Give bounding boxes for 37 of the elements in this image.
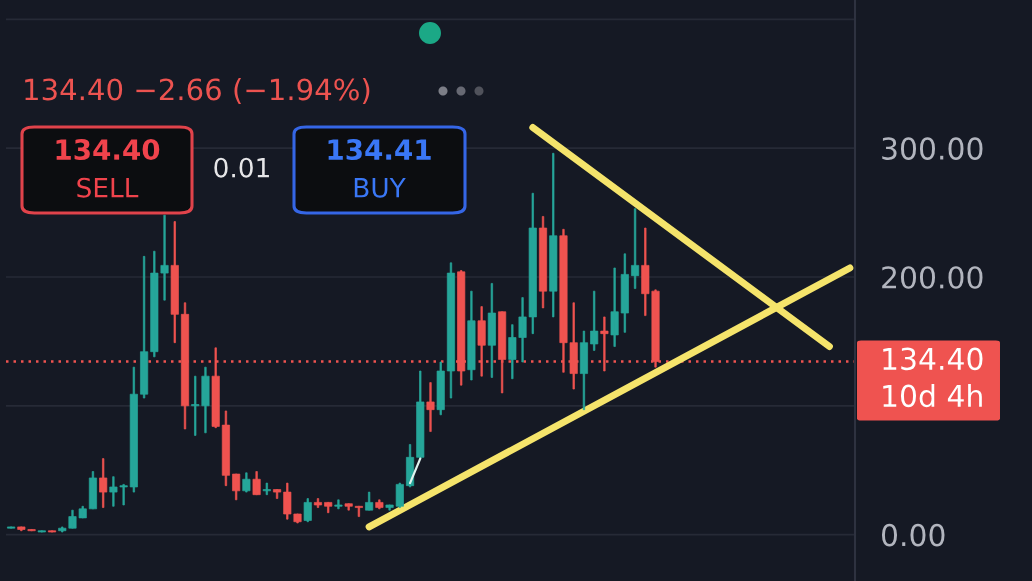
candlestick: [303, 498, 312, 523]
y-tick-label: 300.00: [882, 137, 983, 160]
candlestick: [354, 505, 363, 517]
annotation: 134.41: [328, 139, 431, 161]
y-tick-label: 200.00: [882, 266, 983, 289]
candlestick: [99, 458, 108, 508]
candlestick: [252, 471, 261, 496]
candlestick: [549, 152, 558, 318]
text: 10d 4h: [883, 384, 982, 408]
candlestick: [313, 498, 323, 508]
candlestick: [324, 502, 333, 514]
annotation: 0.01: [214, 157, 269, 178]
ref-line-label: 134.40: [883, 347, 983, 371]
candlestick: [242, 472, 251, 493]
candlestick: [37, 530, 46, 533]
annotation: SELL: [77, 177, 139, 198]
annotation: BUY: [354, 178, 406, 198]
candlestick: [436, 361, 445, 416]
candlestick: [344, 503, 353, 511]
candlestick: [170, 221, 179, 344]
candlestick: [590, 290, 599, 351]
candlestick: [610, 267, 619, 347]
candlestick: [48, 530, 57, 533]
candlestick: [375, 499, 384, 510]
candlestick: [273, 489, 282, 499]
candlestick: [262, 482, 271, 496]
candlestick: [365, 491, 374, 511]
candlestick: [487, 283, 496, 378]
y-tick-label: 0.00: [881, 523, 945, 547]
annotation: 134.40: [56, 139, 160, 161]
candlestick: [467, 290, 476, 381]
candlestick: [140, 256, 149, 399]
candlestick: [7, 526, 16, 529]
candlestick: [334, 499, 343, 510]
candlestick: [416, 370, 425, 459]
text: 134.40 −2.66 (−1.94%): [25, 77, 370, 104]
candlestick: [426, 382, 435, 432]
